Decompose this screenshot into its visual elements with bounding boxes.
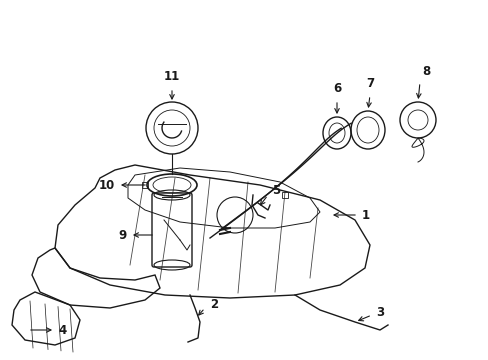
Text: 7: 7: [365, 77, 373, 90]
Text: 10: 10: [99, 179, 115, 192]
Text: 6: 6: [332, 82, 341, 95]
Text: 8: 8: [421, 65, 429, 78]
Text: 9: 9: [119, 229, 127, 242]
Text: 4: 4: [58, 324, 66, 337]
Text: 5: 5: [271, 184, 280, 197]
Text: 3: 3: [375, 306, 384, 319]
Text: 2: 2: [209, 297, 218, 310]
Text: 1: 1: [361, 208, 369, 221]
Bar: [282, 192, 287, 198]
Text: 11: 11: [163, 70, 180, 83]
Bar: [142, 182, 148, 188]
